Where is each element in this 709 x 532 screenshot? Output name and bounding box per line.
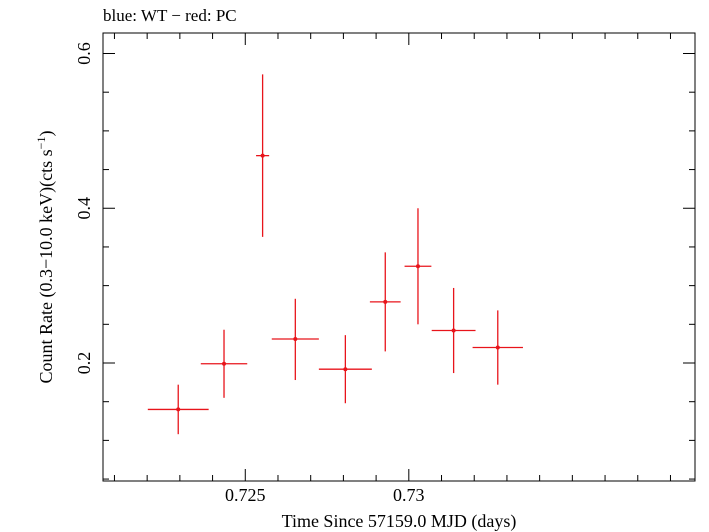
data-points — [147, 74, 523, 435]
data-point — [200, 329, 248, 398]
point-marker — [293, 337, 298, 342]
point-marker — [343, 367, 348, 372]
plot-frame — [102, 32, 696, 482]
y-axis-label-main: Count Rate (0.3−10.0 keV)(cts s — [36, 149, 57, 383]
x-tick-label: 0.725 — [225, 485, 266, 505]
point-marker — [495, 345, 500, 350]
data-point — [147, 384, 209, 435]
axis-ticks — [103, 33, 695, 481]
y-axis-label: Count Rate (0.3−10.0 keV)(cts s−1) — [34, 131, 57, 384]
data-point — [404, 208, 432, 325]
point-marker — [176, 407, 181, 412]
point-marker — [415, 264, 420, 269]
data-point — [472, 310, 523, 385]
point-marker — [260, 153, 265, 158]
x-tick-label: 0.73 — [393, 485, 425, 505]
chart-title: blue: WT − red: PC — [103, 6, 237, 25]
point-marker — [451, 328, 456, 333]
y-axis-label-sup: −1 — [34, 137, 48, 150]
data-point — [318, 335, 372, 404]
x-axis-label: Time Since 57159.0 MJD (days) — [282, 511, 517, 532]
data-point — [431, 287, 476, 374]
data-point — [256, 74, 270, 237]
y-tick-label: 0.2 — [74, 352, 94, 375]
data-point — [369, 252, 401, 352]
y-axis-label-end: ) — [36, 131, 57, 137]
point-marker — [383, 299, 388, 304]
y-tick-label: 0.6 — [74, 42, 94, 65]
y-tick-label: 0.4 — [74, 197, 94, 220]
point-marker — [222, 361, 227, 366]
data-point — [271, 298, 319, 381]
axis-tick-labels: 0.725 0.73 0.2 0.4 0.6 — [74, 42, 425, 505]
